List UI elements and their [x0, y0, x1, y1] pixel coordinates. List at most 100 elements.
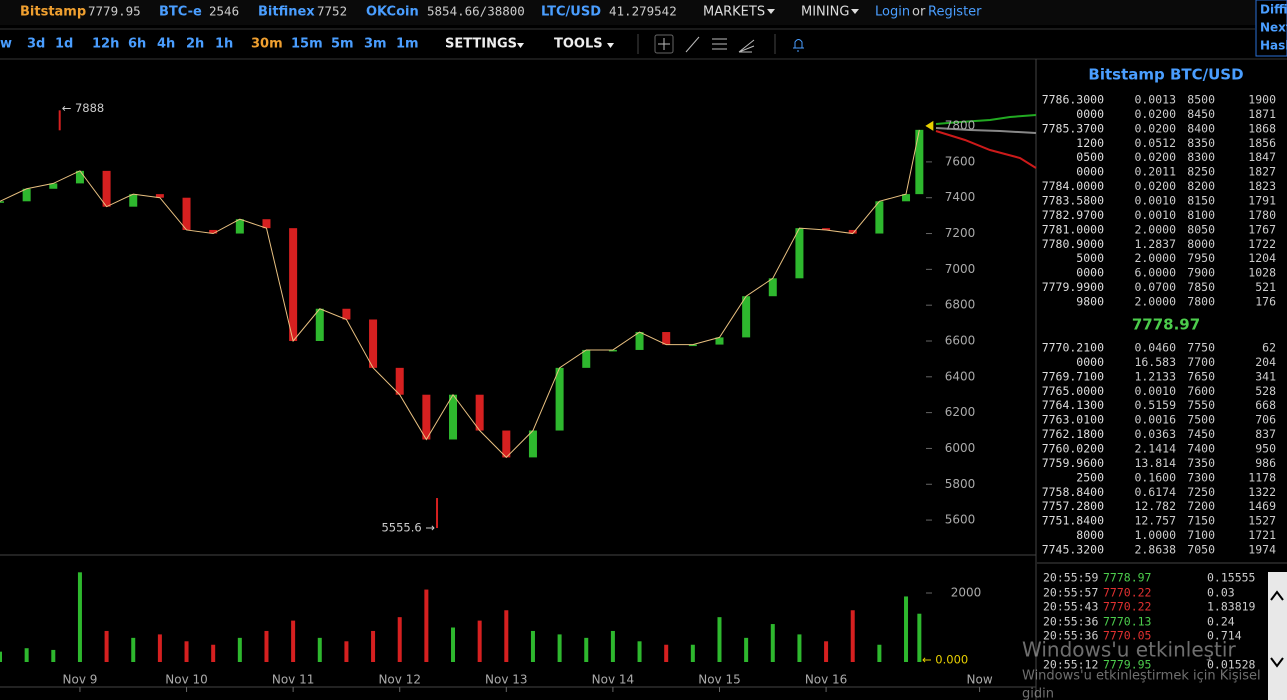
period-button[interactable]: 15m [291, 37, 323, 52]
volume-bar [637, 641, 642, 662]
candle [315, 308, 324, 341]
orderbook-cell: 521 [1255, 280, 1276, 294]
x-tick-label: Nov 16 [805, 673, 848, 687]
toolbar-menu[interactable]: TOOLS [554, 37, 603, 52]
text: or [912, 5, 926, 20]
period-button[interactable]: 1m [396, 37, 419, 52]
ticker-name[interactable]: BTC-e [159, 5, 202, 20]
period-button[interactable]: 12h [92, 37, 119, 52]
volume-bar [77, 572, 82, 662]
period-button[interactable]: 3d [27, 37, 45, 52]
volume-bar [264, 630, 269, 662]
volume-bar [904, 596, 909, 662]
volume-bar [157, 634, 162, 662]
period-button[interactable]: 30m [251, 37, 283, 52]
period-button[interactable]: 5m [331, 37, 354, 52]
period-button[interactable]: 6h [128, 37, 146, 52]
ticker-name[interactable]: OKCoin [366, 5, 419, 20]
ticker-name[interactable]: LTC/USD [541, 5, 601, 20]
orderbook-cell: 7800 [1187, 295, 1215, 309]
x-tick-label: Nov 10 [165, 673, 208, 687]
orderbook-cell: 8050 [1187, 222, 1215, 236]
period-button[interactable]: 1h [215, 37, 233, 52]
scroll-down[interactable] [1270, 657, 1284, 668]
menu[interactable]: MARKETS [703, 5, 765, 20]
volume-bar [104, 630, 109, 662]
orderbook-cell: 0.6174 [1134, 485, 1176, 499]
low-label: 5555.6 → [381, 521, 435, 535]
orderbook-cell: 1.0000 [1134, 528, 1176, 542]
candle [262, 219, 271, 229]
orderbook-cell: 7700 [1187, 355, 1215, 369]
orderbook-cell: 7150 [1187, 514, 1215, 528]
orderbook-cell: 1721 [1248, 528, 1276, 542]
candle [342, 308, 351, 320]
orderbook-cell: 176 [1255, 295, 1276, 309]
scrollbar[interactable] [1268, 572, 1287, 700]
orderbook-cell: 1.2133 [1134, 369, 1176, 383]
orderbook-cell: 7450 [1187, 427, 1215, 441]
orderbook-title: Bitstamp BTC/USD [1088, 66, 1243, 84]
orderbook-cell: 7786.3000 [1042, 93, 1104, 107]
toolbar-menu[interactable]: SETTINGS [445, 37, 517, 52]
period-button[interactable]: 4h [157, 37, 175, 52]
orderbook-cell: 7769.7100 [1042, 369, 1104, 383]
orderbook-cell: 1767 [1248, 222, 1276, 236]
candle [688, 344, 697, 347]
orderbook-cell: 62 [1262, 341, 1276, 355]
orderbook-cell: 1527 [1248, 514, 1276, 528]
period-button[interactable]: 3m [364, 37, 387, 52]
orderbook-cell: 7500 [1187, 413, 1215, 427]
orderbook-cell: 0.0013 [1134, 93, 1176, 107]
period-button[interactable]: w [0, 37, 12, 52]
scroll-up[interactable] [1270, 590, 1284, 601]
ticker-name[interactable]: Bitfinex [258, 5, 315, 20]
ticker-name[interactable]: Bitstamp [20, 5, 86, 20]
orderbook-cell: 1178 [1248, 470, 1276, 484]
orderbook-cell: 8150 [1187, 194, 1215, 208]
y-tick-label: 7800 [945, 119, 976, 133]
volume-bar [877, 644, 882, 662]
orderbook-cell: 7751.8400 [1042, 514, 1104, 528]
side-box [1255, 0, 1287, 57]
orderbook-cell: 1974 [1248, 543, 1276, 557]
volume-bar [717, 617, 722, 662]
orderbook-cell: 1868 [1248, 121, 1276, 135]
menu[interactable]: MINING [801, 5, 849, 20]
candle [635, 332, 644, 350]
candle [608, 349, 617, 352]
trade-amount: 0.24 [1207, 615, 1235, 629]
volume-bar [0, 651, 2, 662]
candle [369, 319, 378, 368]
y-tick-label: 5600 [945, 513, 976, 527]
volume-bar [690, 644, 695, 662]
orderbook-cell: 1.2837 [1134, 237, 1176, 251]
orderbook-cell: 8000 [1187, 237, 1215, 251]
orderbook-cell: 7757.2800 [1042, 499, 1104, 513]
orderbook-cell: 528 [1255, 384, 1276, 398]
y-tick-label: 6800 [945, 298, 976, 312]
period-button[interactable]: 1d [55, 37, 73, 52]
volume-bar [744, 637, 749, 662]
trade-amount: 1.83819 [1207, 600, 1256, 614]
orderbook-cell: 0000 [1076, 355, 1104, 369]
orderbook-cell: 7350 [1187, 456, 1215, 470]
candle [795, 228, 804, 279]
orderbook-cell: 16.583 [1134, 355, 1176, 369]
register-link[interactable]: Register [928, 5, 982, 20]
orderbook-cell: 0.0016 [1134, 413, 1176, 427]
orderbook-cell: 0.1600 [1134, 470, 1176, 484]
login-link[interactable]: Login [875, 5, 910, 20]
ticker-price: 2546 [209, 4, 239, 19]
trade-price: 7770.22 [1103, 586, 1151, 600]
orderbook-cell: 1469 [1248, 499, 1276, 513]
x-tick-label: Nov 13 [485, 673, 528, 687]
orderbook-cell: 2.0000 [1134, 222, 1176, 236]
orderbook-cell: 7850 [1187, 280, 1215, 294]
x-tick-label: Nov 11 [272, 673, 315, 687]
orderbook-cell: 1871 [1248, 107, 1276, 121]
candle [422, 394, 431, 440]
period-button[interactable]: 2h [186, 37, 204, 52]
orderbook-cell: 1780 [1248, 208, 1276, 222]
